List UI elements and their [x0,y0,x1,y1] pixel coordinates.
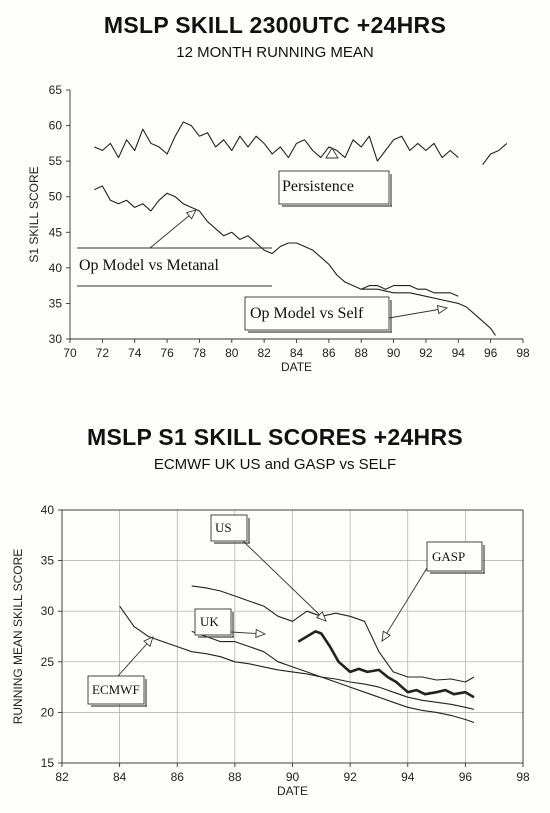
x-tick-label-6: 94 [401,770,415,784]
series-line-op-model-vs-metanal [94,185,459,297]
y-tick-label-2: 40 [49,261,63,275]
y-axis-label: RUNNING MEAN SKILL SCORE [11,549,25,725]
x-tick-label-0: 82 [55,770,69,784]
series-line-persistence [94,121,459,162]
x-tick-label-1: 84 [113,770,127,784]
x-tick-label-6: 82 [257,346,271,360]
self-arrow-head [436,304,449,315]
gasp-annotation-box [426,541,483,572]
y-tick-label-1: 20 [41,705,55,719]
x-tick-label-2: 74 [128,346,142,360]
y-tick-label-0: 15 [41,756,55,770]
series-line-segment-1 [482,142,508,166]
y-tick-label-4: 35 [41,554,55,568]
x-tick-label-13: 96 [484,346,498,360]
us-annotation-label: US [215,520,232,535]
chart1: 30 35 40 45 50 55 60 65 70 72 74 76 78 80 82 84 86 88 90 92… [27,83,530,374]
us-arrow-head [315,611,327,622]
x-tick-label-14: 98 [516,346,530,360]
y-tick-label-1: 35 [49,296,63,310]
y-tick-label-5: 55 [49,154,63,168]
metanal-arrow-head [185,209,197,220]
x-tick-label-11: 92 [419,346,433,360]
x-tick-label-8: 98 [516,770,530,784]
x-tick-label-3: 88 [228,770,242,784]
y-tick-label-3: 30 [41,604,55,618]
uk-annotation-label: UK [200,614,219,629]
chart1-title: MSLP SKILL 2300UTC +24HRS [103,12,447,38]
self-annotation-label: Op Model vs Self [250,305,364,322]
y-tick-label-0: 30 [49,332,63,346]
gasp-arrow-head [381,630,391,642]
y-tick-label-5: 40 [41,503,55,517]
x-tick-label-12: 94 [452,346,466,360]
metanal-arrow-shaft [149,209,197,249]
chart2-subtitle: ECMWF UK US and GASP vs SELF [153,456,397,473]
chart2-title: MSLP S1 SKILL SCORES +24HRS [87,424,463,450]
us-annotation-box [210,514,248,542]
x-tick-label-7: 84 [290,346,304,360]
series-line-ecmwf [119,605,475,710]
y-tick-label-7: 65 [49,83,63,97]
x-tick-label-3: 76 [160,346,174,360]
persistence-annotation-box [278,170,390,205]
uk-arrow-head [255,628,267,639]
gasp-arrow-shaft [381,567,428,642]
series-line-uk [191,630,475,724]
series-line-op-model-vs-self [361,288,496,336]
x-tick-label-0: 70 [63,346,77,360]
series-line-us [297,630,475,699]
x-tick-label-8: 86 [322,346,336,360]
uk-annotation-box [194,608,232,636]
x-tick-label-10: 90 [387,346,401,360]
y-tick-label-6: 60 [49,119,63,133]
persistence-annotation-label: Persistence [282,178,354,195]
x-tick-label-4: 78 [193,346,207,360]
x-tick-label-5: 92 [343,770,357,784]
x-tick-label-5: 80 [225,346,239,360]
us-arrow-shaft [242,540,327,622]
x-axis-label: DATE [281,360,312,374]
y-tick-label-2: 25 [41,655,55,669]
x-tick-label-4: 90 [286,770,300,784]
chart1-subtitle: 12 MONTH RUNNING MEAN [176,44,374,61]
x-tick-label-2: 86 [171,770,185,784]
y-tick-label-4: 50 [49,190,63,204]
x-tick-label-9: 88 [355,346,369,360]
gasp-annotation-label: GASP [432,549,465,564]
x-axis-label: DATE [277,784,308,798]
metanal-annotation-label: Op Model vs Metanal [79,257,220,274]
ecmwf-annotation-box [87,675,145,705]
ecmwf-arrow-head [143,636,154,648]
self-annotation-box [244,296,390,331]
series-line-gasp [191,585,475,683]
x-tick-label-7: 96 [459,770,473,784]
y-axis-label: S1 SKILL SCORE [27,166,41,262]
x-tick-label-1: 72 [96,346,110,360]
ecmwf-annotation-label: ECMWF [92,682,140,697]
persistence-marker-icon [325,147,339,159]
y-tick-label-3: 45 [49,225,63,239]
self-arrow-shaft [388,307,448,319]
